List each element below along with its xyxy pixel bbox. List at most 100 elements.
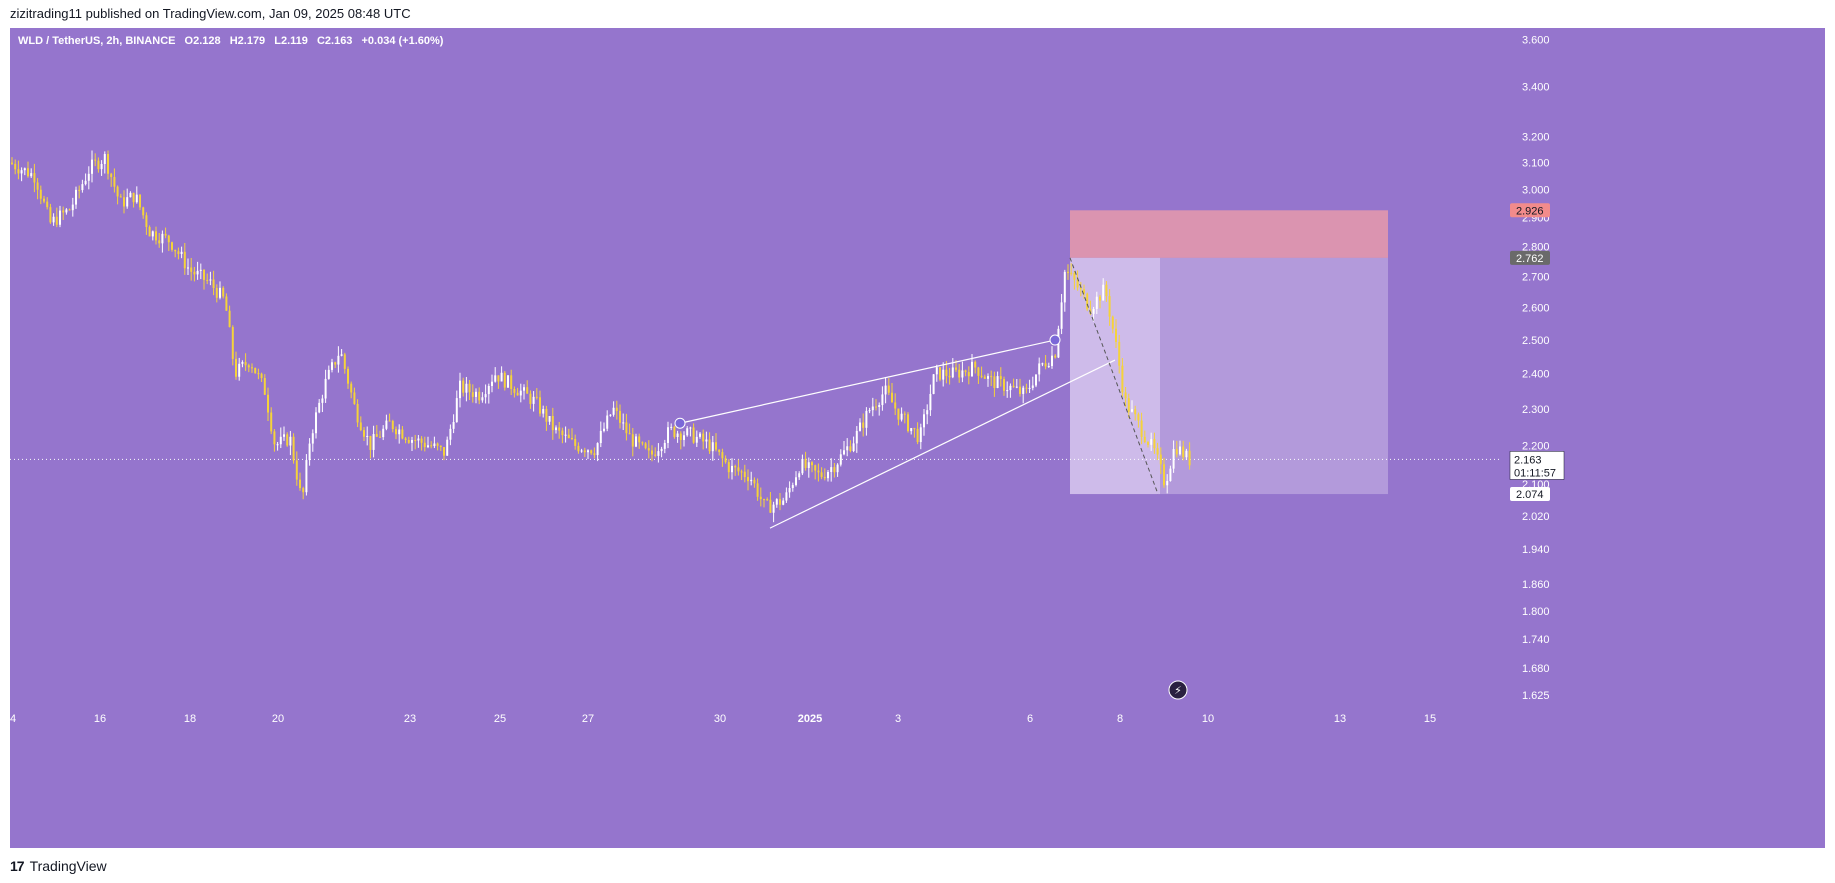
candle-body-265 bbox=[859, 422, 861, 431]
candle-body-62 bbox=[209, 279, 212, 281]
candle-body-362 bbox=[1169, 468, 1172, 482]
candle-body-141 bbox=[462, 380, 465, 393]
candle-body-59 bbox=[199, 269, 202, 271]
candle-body-336 bbox=[1086, 293, 1089, 310]
candle-body-25 bbox=[91, 159, 93, 174]
candle-body-107 bbox=[353, 392, 356, 404]
candle-body-30 bbox=[107, 153, 109, 174]
candle-body-118 bbox=[388, 420, 391, 422]
candle-body-334 bbox=[1079, 287, 1082, 290]
candle-body-143 bbox=[468, 383, 471, 393]
candle-body-136 bbox=[446, 439, 449, 456]
candle-body-249 bbox=[807, 462, 810, 468]
candle-body-44 bbox=[151, 231, 154, 237]
price-tick-label-14: 2.020 bbox=[1522, 511, 1550, 523]
candle-body-154 bbox=[503, 372, 506, 388]
candle-body-270 bbox=[875, 406, 877, 408]
candle-body-19 bbox=[71, 204, 74, 211]
candle-body-51 bbox=[174, 249, 177, 252]
candle-body-24 bbox=[87, 173, 90, 181]
candle-body-193 bbox=[628, 433, 631, 435]
price-chart[interactable]: 3.6003.4003.2003.1003.0002.9002.8002.700… bbox=[10, 28, 1825, 848]
candle-body-96 bbox=[318, 402, 321, 413]
candle-body-293 bbox=[948, 375, 951, 378]
candle-body-97 bbox=[321, 398, 324, 403]
candle-body-180 bbox=[587, 450, 589, 453]
candle-body-233 bbox=[756, 483, 759, 497]
candle-body-82 bbox=[273, 431, 276, 445]
footer-brand: 17 TradingView bbox=[10, 858, 107, 874]
candle-body-286 bbox=[926, 410, 929, 415]
candle-body-11 bbox=[46, 201, 49, 208]
candle-body-42 bbox=[145, 215, 148, 228]
candle-body-160 bbox=[523, 387, 525, 391]
candle-body-219 bbox=[711, 442, 714, 452]
candle-body-128 bbox=[420, 438, 423, 443]
candle-body-194 bbox=[631, 434, 634, 447]
candle-body-170 bbox=[555, 427, 557, 431]
candle-body-147 bbox=[481, 397, 484, 401]
candle-body-184 bbox=[599, 430, 602, 444]
candle-body-98 bbox=[324, 378, 327, 399]
candle-body-303 bbox=[980, 375, 983, 377]
legend-open: O2.128 bbox=[184, 35, 221, 47]
candle-body-2 bbox=[17, 169, 20, 174]
candle-body-363 bbox=[1172, 449, 1175, 469]
candle-body-12 bbox=[49, 207, 52, 223]
candle-body-315 bbox=[1019, 386, 1021, 394]
candle-body-285 bbox=[923, 414, 925, 428]
candle-body-50 bbox=[171, 242, 173, 250]
candle-body-230 bbox=[747, 477, 749, 482]
candle-body-104 bbox=[343, 354, 346, 369]
candle-body-88 bbox=[292, 436, 295, 461]
candle-body-296 bbox=[958, 369, 961, 378]
candle-body-68 bbox=[228, 310, 231, 328]
candle-body-302 bbox=[977, 367, 980, 376]
candle-body-247 bbox=[801, 458, 804, 474]
price-tick-label-4: 3.000 bbox=[1522, 185, 1550, 197]
candle-body-277 bbox=[897, 408, 900, 420]
wedge-lower-line bbox=[769, 359, 1116, 529]
lightning-glyph-icon: ⚡ bbox=[1174, 684, 1182, 697]
candle-body-171 bbox=[558, 427, 561, 431]
candle-body-71 bbox=[238, 363, 241, 377]
candle-body-1 bbox=[14, 163, 17, 170]
candle-body-151 bbox=[494, 375, 497, 382]
candle-body-332 bbox=[1073, 273, 1076, 280]
candle-body-67 bbox=[225, 296, 228, 311]
candle-body-197 bbox=[641, 442, 644, 444]
symbol-legend: WLD / TetherUS, 2h, BINANCE O2.128 H2.17… bbox=[18, 35, 449, 47]
candle-body-4 bbox=[23, 168, 26, 171]
candle-body-321 bbox=[1038, 363, 1041, 375]
candle-body-360 bbox=[1163, 464, 1165, 486]
candle-body-22 bbox=[81, 184, 84, 191]
wedge-upper-line bbox=[679, 339, 1056, 424]
wedge-anchor-start bbox=[674, 417, 686, 429]
candle-body-85 bbox=[283, 434, 285, 437]
candle-body-166 bbox=[542, 408, 545, 414]
candle-body-146 bbox=[478, 391, 481, 401]
legend-low: L2.119 bbox=[274, 35, 308, 47]
candle-body-342 bbox=[1105, 284, 1108, 297]
candle-body-330 bbox=[1067, 271, 1069, 273]
candle-body-191 bbox=[622, 422, 625, 424]
candle-body-153 bbox=[500, 372, 503, 382]
candle-body-132 bbox=[433, 443, 436, 447]
price-tick-label-9: 2.500 bbox=[1522, 335, 1550, 347]
candle-body-216 bbox=[702, 433, 705, 442]
candle-body-77 bbox=[257, 373, 260, 375]
candle-body-72 bbox=[241, 362, 244, 364]
candle-body-200 bbox=[651, 450, 653, 455]
candle-body-40 bbox=[139, 194, 141, 208]
candle-body-287 bbox=[929, 393, 932, 411]
candle-body-279 bbox=[903, 413, 906, 415]
chart-canvas[interactable]: 3.600 3.400 3.200 3.100 3.000 2.900 2.800 2.700… bbox=[10, 28, 1825, 848]
candle-body-101 bbox=[334, 362, 337, 365]
candle-body-109 bbox=[359, 422, 362, 431]
candle-body-20 bbox=[75, 189, 77, 205]
candle-body-21 bbox=[78, 189, 81, 191]
candle-body-351 bbox=[1134, 409, 1137, 415]
lightning-marker-icon bbox=[1168, 680, 1188, 700]
candle-body-111 bbox=[366, 435, 369, 437]
candle-body-167 bbox=[545, 408, 548, 422]
